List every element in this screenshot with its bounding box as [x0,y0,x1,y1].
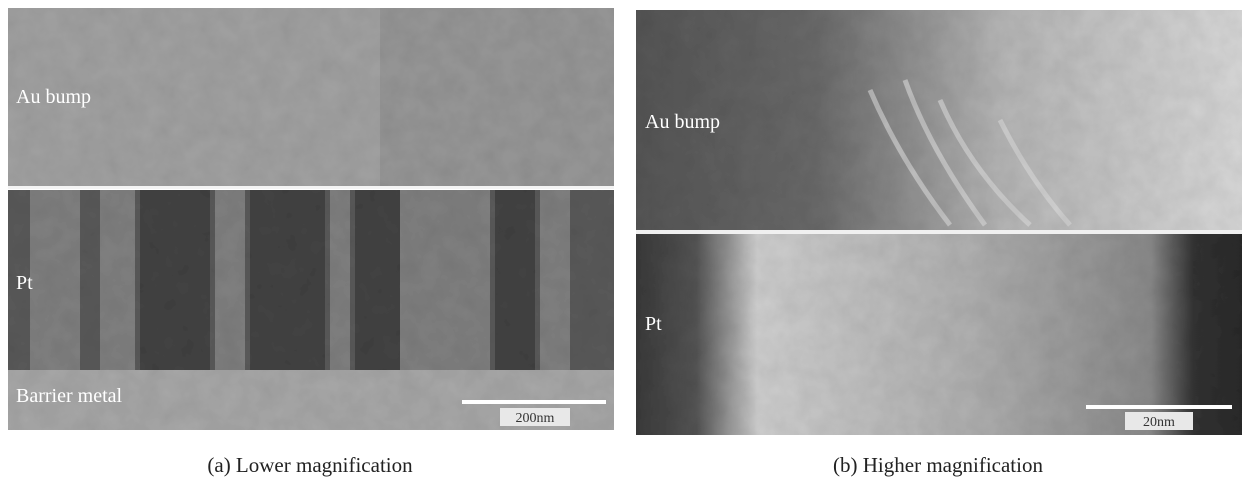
caption: (b) Higher magnification [833,453,1043,477]
interface-line [8,186,614,189]
figure: Au bump Pt Barrier metal 200nm (a) Lower… [0,0,1246,480]
caption: (a) Lower magnification [207,453,413,477]
scale-bar [462,400,606,404]
micrograph-b [636,10,1242,435]
page: Au bump Pt Barrier metal 200nm (a) Lower… [0,0,1246,480]
micrograph-a [8,8,614,430]
scale-bar-label: 20nm [1143,415,1175,430]
scale-bar-label: 200nm [516,411,555,426]
scale-bar [1086,405,1232,409]
label: Au bump [16,86,91,108]
label: Barrier metal [16,385,122,407]
label: Pt [645,313,662,335]
label: Pt [16,272,33,294]
au-texture [380,8,614,188]
interface-line [636,230,1242,234]
label: Au bump [645,111,720,133]
pt-region [636,234,1242,435]
au-region [636,10,1242,232]
